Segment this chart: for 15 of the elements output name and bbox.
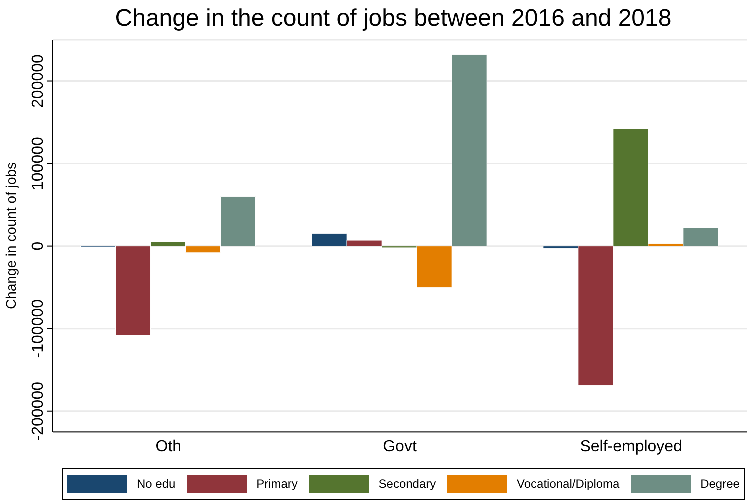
- y-tick-label: -100000: [30, 299, 47, 358]
- x-tick-label: Oth: [156, 438, 182, 456]
- x-tick-label: Self-employed: [580, 438, 682, 456]
- y-axis-title: Change in count of jobs: [2, 162, 19, 310]
- legend-label: Degree: [700, 477, 740, 491]
- y-tick-label: -200000: [30, 382, 47, 441]
- legend-label: Secondary: [378, 477, 436, 491]
- chart-title: Change in the count of jobs between 2016 and 2018: [114, 4, 673, 34]
- legend-label: Vocational/Diploma: [517, 477, 620, 491]
- x-tick-label: Govt: [383, 438, 418, 456]
- y-tick-label: 0: [30, 242, 47, 251]
- legend-label: Primary: [256, 477, 298, 491]
- y-tick-label: 200000: [30, 54, 47, 108]
- y-tick-label: 100000: [30, 136, 47, 190]
- legend-label: No edu: [137, 477, 176, 491]
